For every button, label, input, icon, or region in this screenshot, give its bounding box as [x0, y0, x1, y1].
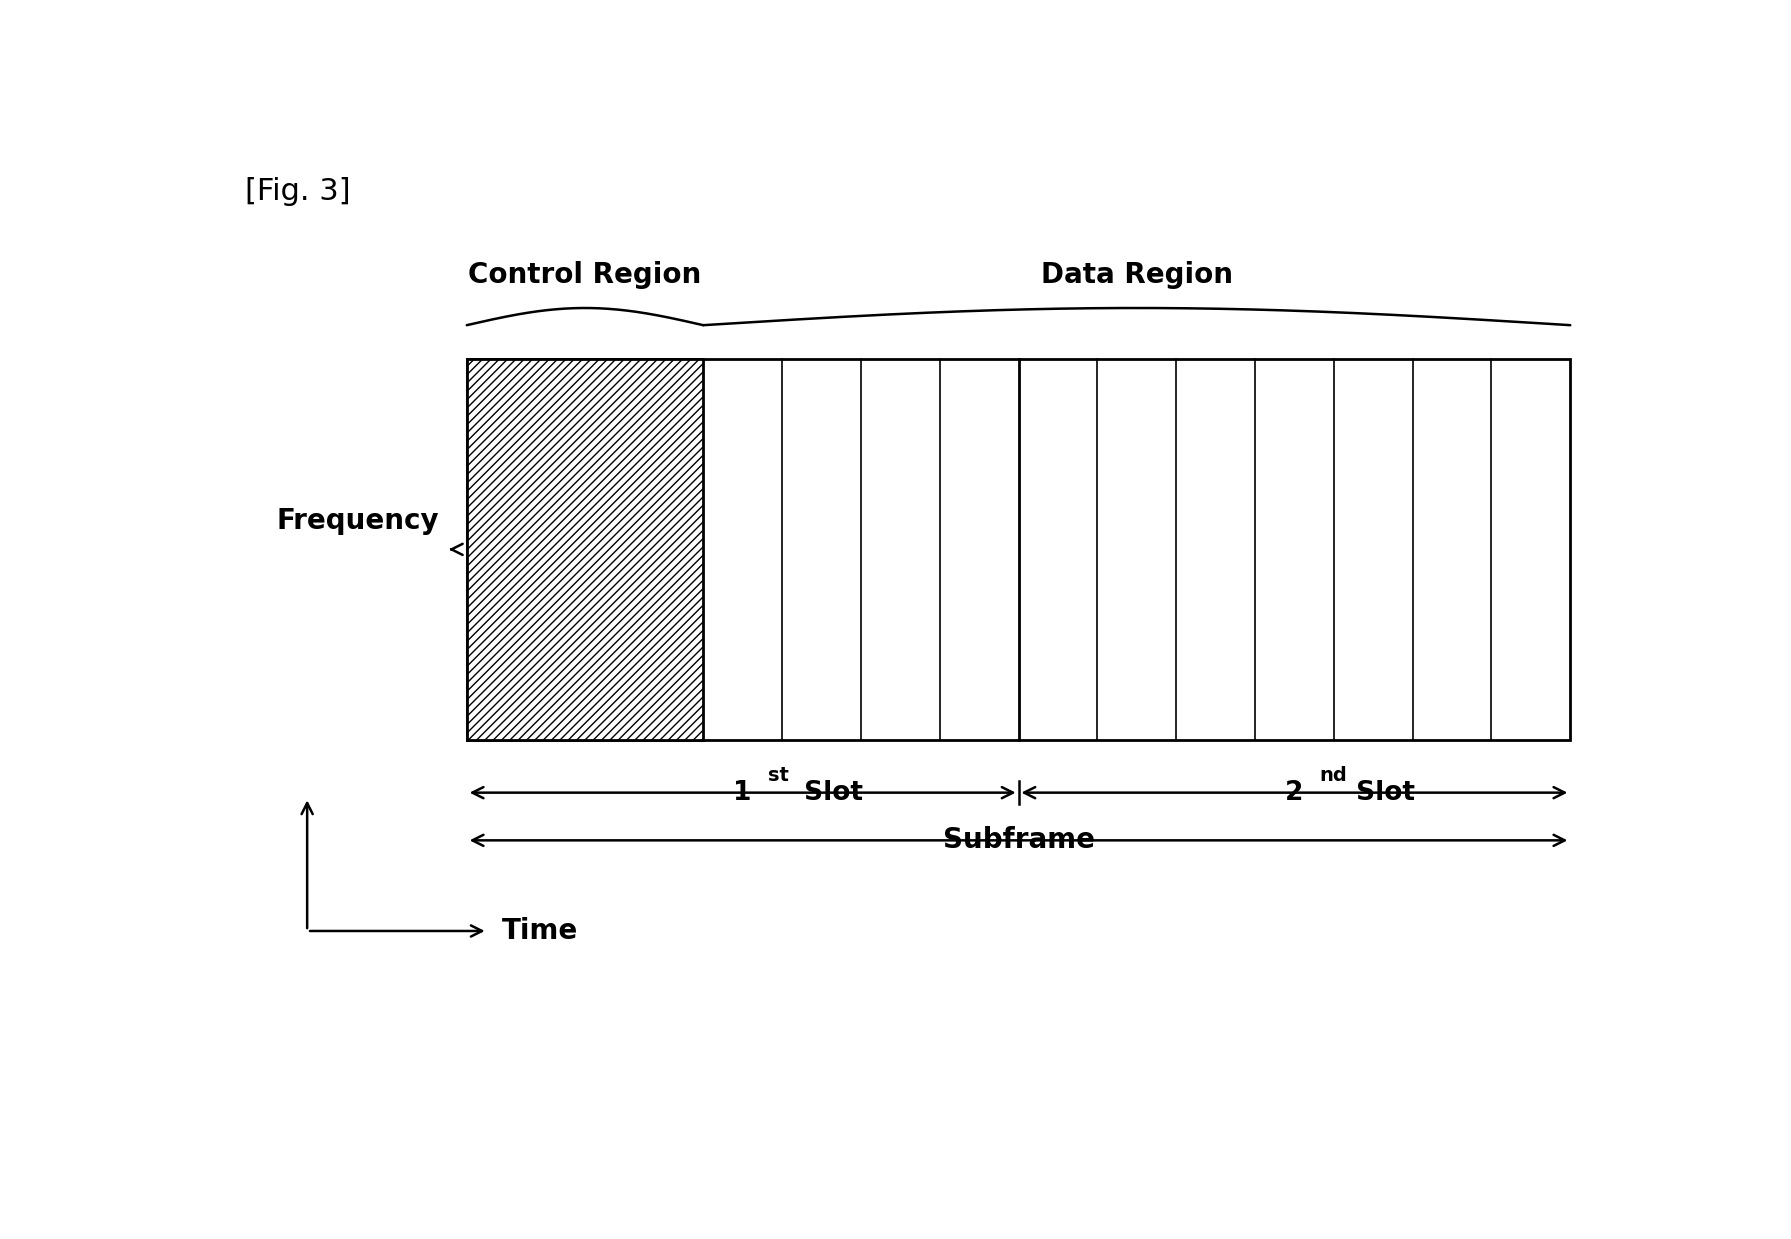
- Text: 1: 1: [733, 779, 752, 805]
- Text: Time: Time: [501, 917, 578, 945]
- Text: Slot: Slot: [795, 779, 863, 805]
- Bar: [467, 358, 1571, 740]
- Text: Slot: Slot: [1347, 779, 1415, 805]
- Text: Frequency: Frequency: [276, 507, 439, 535]
- Text: nd: nd: [1320, 766, 1347, 786]
- Text: Subframe: Subframe: [942, 826, 1094, 855]
- Text: st: st: [768, 766, 788, 786]
- Text: Data Region: Data Region: [1041, 261, 1232, 289]
- Text: [Fig. 3]: [Fig. 3]: [245, 177, 351, 207]
- Text: Control Region: Control Region: [469, 261, 702, 289]
- Text: 2: 2: [1286, 779, 1304, 805]
- Bar: [467, 358, 704, 740]
